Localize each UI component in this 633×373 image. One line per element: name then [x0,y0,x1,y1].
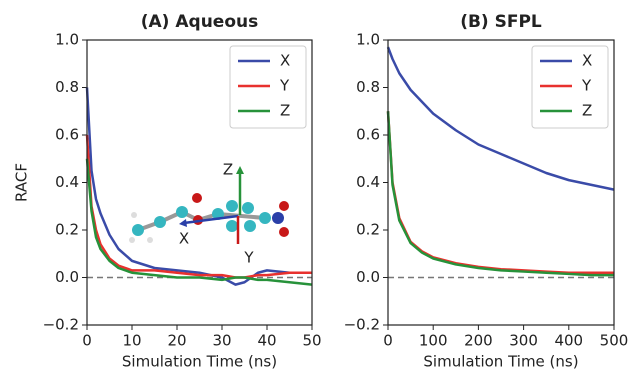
legend-label: Y [279,77,290,95]
y-axis-label: RACF [13,163,31,202]
x-tick-label: 0 [383,332,393,350]
y-tick-label: 0.0 [55,268,79,286]
legend-label: Z [582,102,592,120]
x-tick-label: 40 [257,332,276,350]
legend: XYZ [230,46,306,128]
y-tick-label: −0.2 [344,316,380,334]
x-tick-label: 20 [167,332,186,350]
y-tick-label: 0.6 [356,126,380,144]
chart: (A) AqueousSimulation Time (ns)RACF−0.20… [0,0,633,373]
molecule-inset [129,166,289,244]
y-tick-label: 0.8 [356,78,380,96]
x-tick-label: 100 [419,332,448,350]
data-line [87,135,312,278]
chart-title: (A) Aqueous [141,12,258,32]
chart-title: (B) SFPL [460,12,542,32]
y-tick-label: 0.0 [356,268,380,286]
data-line [388,111,614,273]
y-tick-label: 0.2 [55,221,79,239]
annotation: X [179,230,189,248]
y-tick-label: 1.0 [356,31,380,49]
legend-label: Z [280,102,290,120]
y-tick-label: −0.2 [43,316,79,334]
y-tick-label: 0.4 [356,173,380,191]
x-axis-label: Simulation Time (ns) [122,353,277,371]
x-tick-label: 200 [464,332,493,350]
y-tick-label: 0.2 [356,221,380,239]
legend: XYZ [532,46,608,128]
annotation: Z [223,161,233,179]
x-tick-label: 10 [122,332,141,350]
y-tick-label: 0.4 [55,173,79,191]
y-tick-label: 0.8 [55,78,79,96]
x-tick-label: 400 [554,332,583,350]
annotation: Y [243,249,254,267]
x-axis-label: Simulation Time (ns) [423,353,578,371]
x-tick-label: 50 [302,332,321,350]
x-tick-label: 0 [82,332,92,350]
legend-label: Y [581,77,592,95]
y-tick-label: 0.6 [55,126,79,144]
legend-label: X [582,52,592,70]
x-tick-label: 500 [600,332,629,350]
legend-label: X [280,52,290,70]
x-tick-label: 300 [509,332,538,350]
y-tick-label: 1.0 [55,31,79,49]
x-tick-label: 30 [212,332,231,350]
